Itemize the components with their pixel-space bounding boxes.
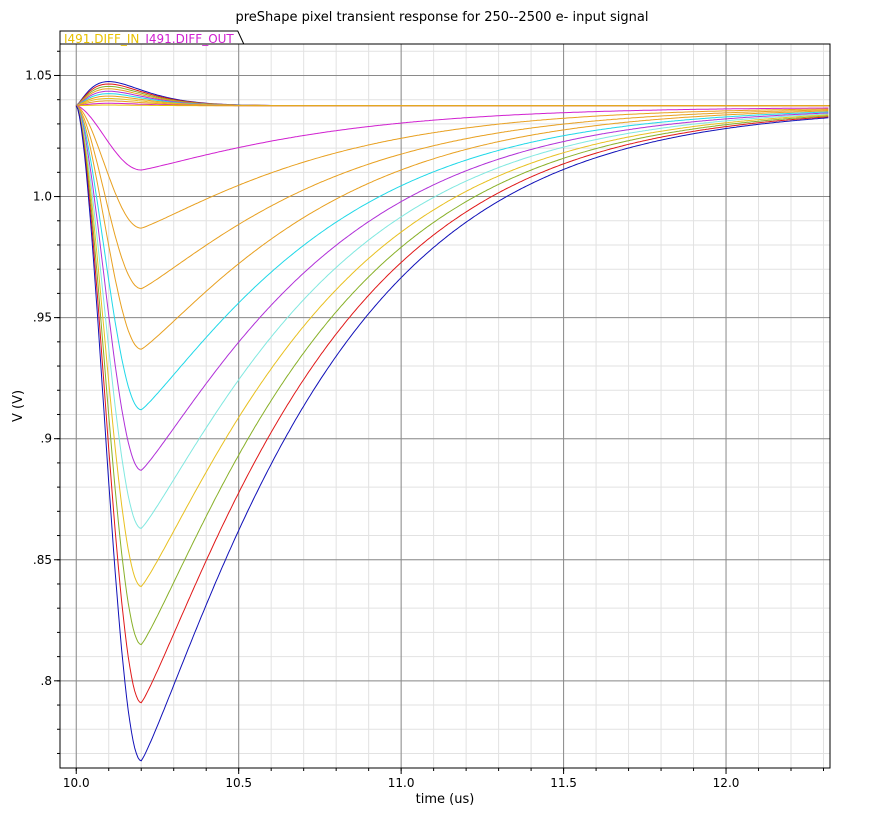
y-tick-label: .85	[33, 553, 52, 567]
plot-frame	[59, 43, 831, 769]
diff-in-series-11	[76, 104, 830, 107]
chart-title: preShape pixel transient response for 25…	[236, 10, 649, 25]
axis-layer: 10.0 10.5 11.0 11.5 12.0 .8 .85 .9 .95 1.0 1.05	[25, 50, 825, 790]
y-tick-label: .95	[33, 311, 52, 325]
legend-item-label-1: I491.DIFF_IN	[64, 32, 139, 46]
diff-out-series-6	[75, 105, 829, 471]
x-tick-label: 11.0	[388, 776, 415, 790]
diff-out-series-7	[75, 105, 829, 529]
legend-item-label-2: I491.DIFF_OUT	[145, 32, 234, 46]
diff-out-series-2	[76, 105, 829, 229]
y-tick-label: 1.05	[25, 68, 52, 82]
y-tick-label: 1.0	[33, 190, 52, 204]
x-tick-label: 10.0	[63, 776, 90, 790]
diff-out-series-10	[75, 105, 829, 704]
x-tick-label: 11.5	[550, 776, 577, 790]
diff-out-series-3	[75, 105, 829, 290]
y-tick-label: .9	[41, 432, 52, 446]
y-tick-label: .8	[41, 674, 52, 688]
y-axis-label: V (V)	[11, 390, 26, 422]
diff-out-series-1	[76, 105, 829, 171]
legend: I491.DIFF_IN I491.DIFF_OUT	[59, 30, 245, 46]
diff-out-series-4	[75, 105, 829, 350]
diff-out-series-5	[75, 105, 829, 411]
x-tick-label: 10.5	[225, 776, 252, 790]
diff-out-series-8	[75, 105, 829, 588]
grid-layer	[60, 44, 830, 768]
legend-tab-border	[59, 30, 245, 45]
series-layer	[75, 80, 830, 762]
x-tick-label: 12.0	[713, 776, 740, 790]
diff-out-series-11	[75, 105, 829, 762]
x-axis-label: time (us)	[416, 792, 475, 807]
diff-out-series-9	[75, 105, 829, 646]
